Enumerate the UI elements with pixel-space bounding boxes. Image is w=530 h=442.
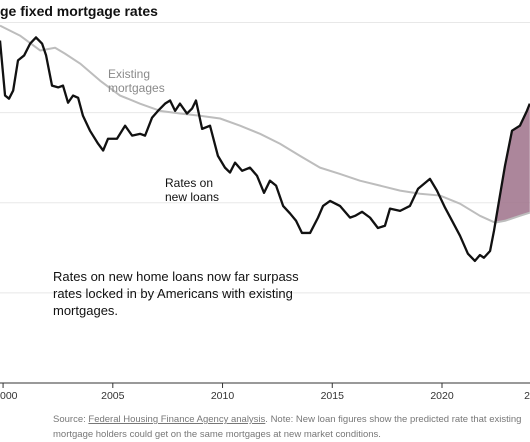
source-label: Source:	[53, 414, 86, 425]
footer-note: . Note: New loan figures show the predic…	[53, 414, 522, 440]
series-label: Rates on new loans	[165, 176, 220, 204]
series-label: Existing mortgages	[108, 67, 165, 95]
x-tick-label: 2	[524, 390, 530, 402]
x-tick-label: 000	[0, 390, 18, 402]
gap-area	[495, 103, 530, 223]
x-tick-label: 2015	[321, 390, 345, 402]
series-line	[0, 36, 530, 263]
source-link[interactable]: Federal Housing Finance Agency analysis	[88, 414, 266, 425]
footer: Source: Federal Housing Finance Agency a…	[53, 412, 523, 442]
chart-title: ge fixed mortgage rates	[0, 3, 158, 19]
annotation: Rates on new home loans now far surpass …	[53, 269, 299, 318]
x-tick-label: 2020	[430, 390, 454, 402]
x-tick-label: 2005	[101, 390, 125, 402]
x-tick-label: 2010	[211, 390, 235, 402]
series-line	[0, 24, 530, 224]
